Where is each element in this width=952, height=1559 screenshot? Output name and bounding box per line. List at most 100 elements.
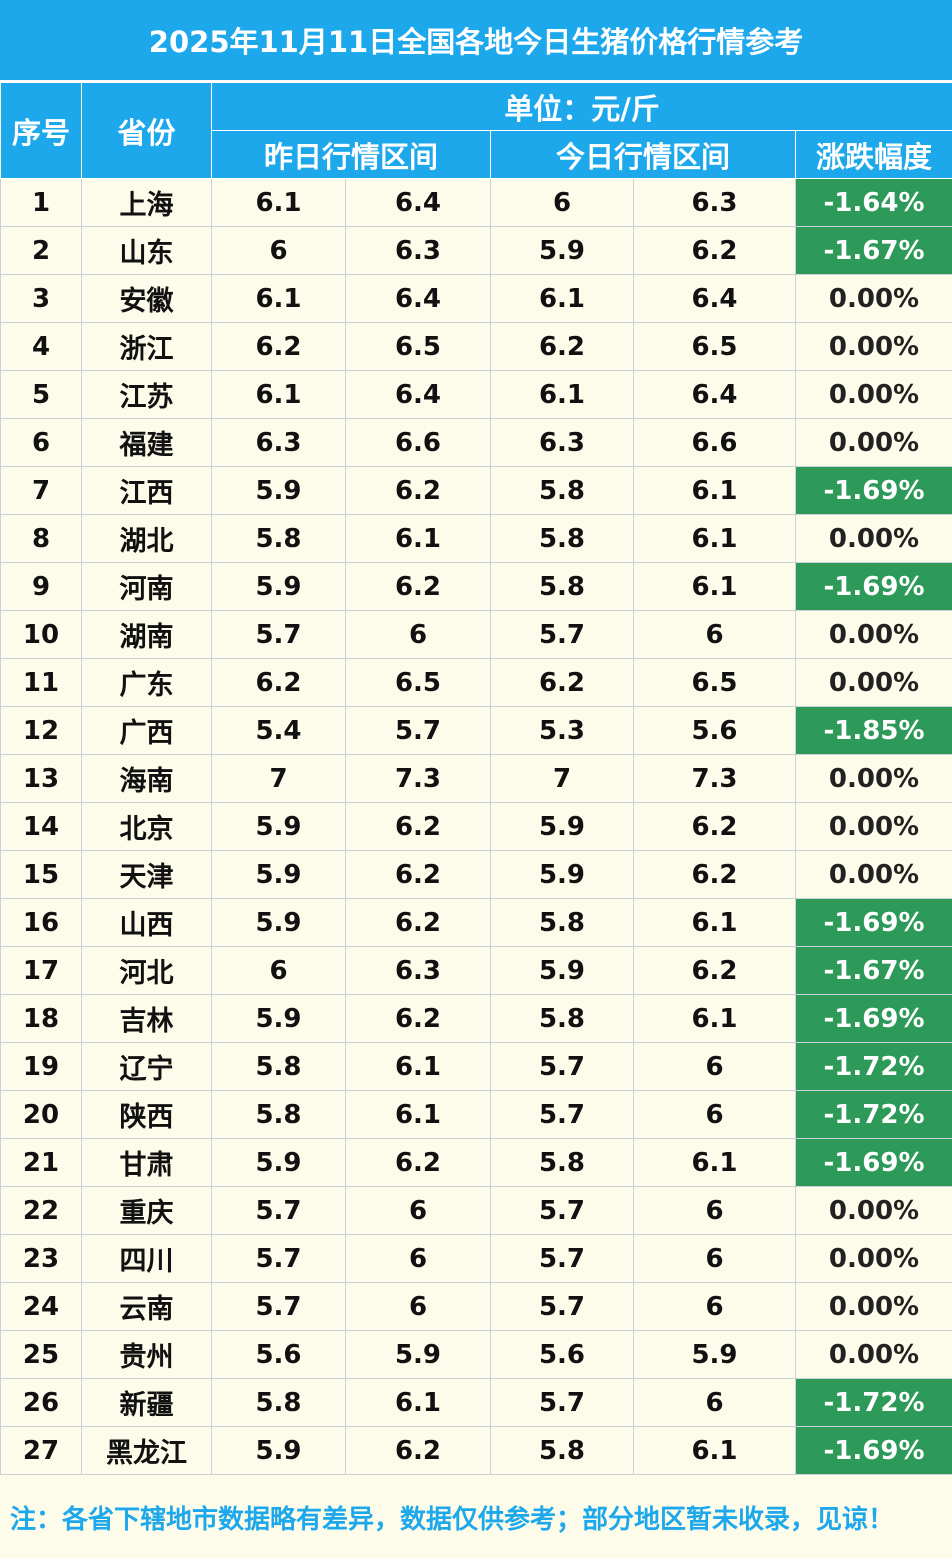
cell-today-high: 6.4 (634, 371, 796, 419)
cell-yesterday-high: 6.5 (346, 659, 491, 707)
cell-today-low: 6.1 (491, 275, 634, 323)
cell-yesterday-low: 5.6 (212, 1331, 346, 1379)
cell-province: 广东 (82, 659, 212, 707)
cell-yesterday-high: 6.1 (346, 515, 491, 563)
cell-change: 0.00% (796, 611, 952, 659)
cell-today-high: 6.2 (634, 851, 796, 899)
cell-today-low: 5.8 (491, 563, 634, 611)
cell-province: 上海 (82, 179, 212, 227)
cell-today-high: 6.2 (634, 227, 796, 275)
cell-today-low: 5.9 (491, 227, 634, 275)
cell-province: 吉林 (82, 995, 212, 1043)
cell-today-low: 6.2 (491, 323, 634, 371)
cell-change: 0.00% (796, 419, 952, 467)
cell-yesterday-low: 5.9 (212, 467, 346, 515)
header-unit: 单位：元/斤 (212, 83, 952, 131)
cell-today-low: 6.3 (491, 419, 634, 467)
header-today-range: 今日行情区间 (491, 131, 796, 179)
cell-yesterday-high: 6.2 (346, 851, 491, 899)
cell-index: 27 (1, 1427, 82, 1475)
cell-today-high: 6.1 (634, 563, 796, 611)
cell-change: 0.00% (796, 851, 952, 899)
cell-change: 0.00% (796, 323, 952, 371)
cell-index: 3 (1, 275, 82, 323)
cell-index: 7 (1, 467, 82, 515)
cell-yesterday-low: 6 (212, 227, 346, 275)
cell-change: -1.69% (796, 563, 952, 611)
cell-change: -1.69% (796, 1139, 952, 1187)
cell-today-high: 6 (634, 1283, 796, 1331)
cell-province: 北京 (82, 803, 212, 851)
cell-yesterday-high: 6 (346, 1283, 491, 1331)
cell-today-high: 6.5 (634, 659, 796, 707)
cell-province: 辽宁 (82, 1043, 212, 1091)
cell-change: 0.00% (796, 755, 952, 803)
cell-today-low: 5.7 (491, 1043, 634, 1091)
cell-yesterday-high: 6.4 (346, 179, 491, 227)
cell-yesterday-low: 5.8 (212, 515, 346, 563)
cell-index: 1 (1, 179, 82, 227)
cell-today-low: 5.8 (491, 899, 634, 947)
cell-today-high: 6.3 (634, 179, 796, 227)
cell-yesterday-low: 5.9 (212, 803, 346, 851)
cell-today-low: 5.8 (491, 1139, 634, 1187)
cell-today-high: 6 (634, 1235, 796, 1283)
cell-index: 25 (1, 1331, 82, 1379)
cell-change: -1.67% (796, 947, 952, 995)
cell-today-low: 5.6 (491, 1331, 634, 1379)
cell-change: 0.00% (796, 803, 952, 851)
cell-province: 福建 (82, 419, 212, 467)
cell-yesterday-high: 6.2 (346, 995, 491, 1043)
cell-change: 0.00% (796, 1283, 952, 1331)
cell-index: 21 (1, 1139, 82, 1187)
cell-change: -1.69% (796, 1427, 952, 1475)
cell-province: 陕西 (82, 1091, 212, 1139)
cell-province: 湖南 (82, 611, 212, 659)
cell-yesterday-low: 5.4 (212, 707, 346, 755)
cell-index: 2 (1, 227, 82, 275)
cell-today-high: 6.1 (634, 1139, 796, 1187)
cell-today-high: 6.4 (634, 275, 796, 323)
cell-today-high: 5.9 (634, 1331, 796, 1379)
cell-today-low: 5.3 (491, 707, 634, 755)
cell-today-high: 6.1 (634, 515, 796, 563)
cell-today-low: 5.7 (491, 1379, 634, 1427)
cell-change: 0.00% (796, 1235, 952, 1283)
cell-change: 0.00% (796, 659, 952, 707)
cell-index: 14 (1, 803, 82, 851)
cell-change: -1.72% (796, 1043, 952, 1091)
cell-index: 26 (1, 1379, 82, 1427)
cell-change: 0.00% (796, 371, 952, 419)
cell-change: 0.00% (796, 515, 952, 563)
cell-province: 安徽 (82, 275, 212, 323)
cell-yesterday-high: 6.6 (346, 419, 491, 467)
cell-today-high: 6.2 (634, 803, 796, 851)
cell-province: 黑龙江 (82, 1427, 212, 1475)
cell-today-high: 6 (634, 1091, 796, 1139)
cell-yesterday-high: 5.7 (346, 707, 491, 755)
cell-index: 16 (1, 899, 82, 947)
cell-yesterday-low: 6 (212, 947, 346, 995)
cell-today-low: 6.2 (491, 659, 634, 707)
cell-yesterday-low: 5.9 (212, 1427, 346, 1475)
cell-yesterday-high: 6.3 (346, 947, 491, 995)
cell-today-high: 7.3 (634, 755, 796, 803)
cell-change: -1.72% (796, 1379, 952, 1427)
cell-index: 22 (1, 1187, 82, 1235)
cell-today-high: 6.1 (634, 467, 796, 515)
cell-today-low: 5.7 (491, 611, 634, 659)
